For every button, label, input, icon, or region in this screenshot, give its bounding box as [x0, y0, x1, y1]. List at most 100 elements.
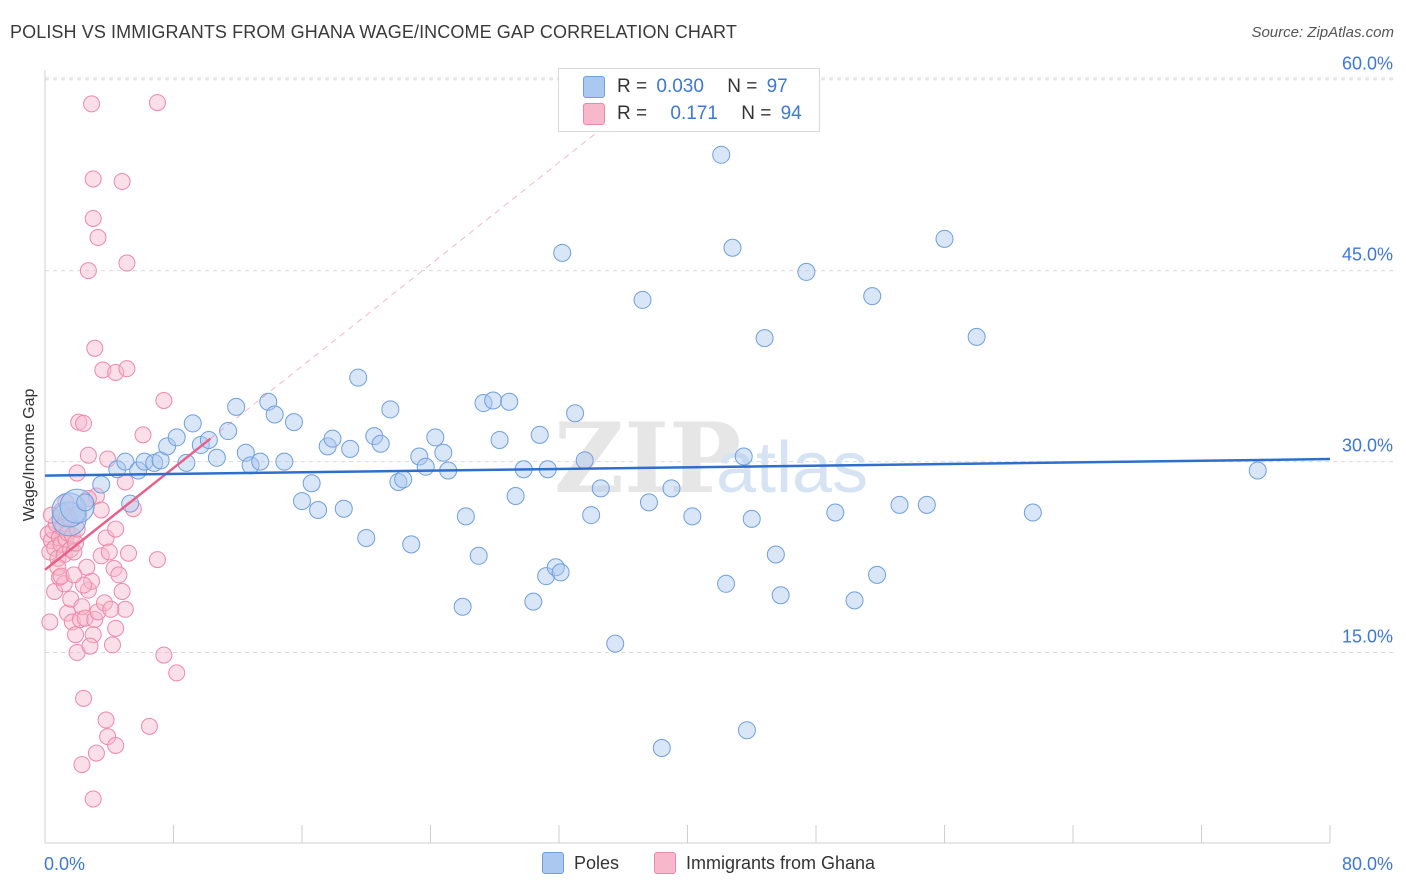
poles-legend-swatch	[542, 852, 564, 874]
poles-point	[1248, 461, 1267, 480]
y-tick-label: 15.0%	[1342, 627, 1393, 647]
legend-item-ghana[interactable]: Immigrants from Ghana	[654, 852, 875, 874]
ghana-trend-extension	[210, 132, 597, 440]
poles-point	[416, 457, 435, 476]
ghana-point	[89, 229, 107, 247]
poles-point	[365, 427, 384, 446]
ghana-point	[97, 529, 115, 547]
ghana-point	[92, 547, 110, 565]
poles-point	[723, 238, 742, 257]
ghana-point	[94, 361, 112, 379]
ghana-point	[79, 262, 97, 280]
ghana-point	[79, 446, 97, 464]
poles-point	[797, 262, 816, 281]
ghana-point	[84, 170, 102, 188]
ghana-point	[95, 594, 113, 612]
ghana-point	[118, 254, 136, 272]
poles-point	[275, 452, 294, 471]
ghana-point	[41, 613, 59, 631]
watermark: ZIP atlas	[554, 402, 868, 515]
poles-point	[766, 545, 785, 564]
ghana-swatch	[583, 103, 605, 125]
poles-point	[890, 495, 909, 514]
ghana-point	[79, 581, 97, 599]
poles-point	[265, 405, 284, 424]
poles-point	[662, 479, 681, 498]
poles-point	[453, 597, 472, 616]
ghana-point	[84, 626, 102, 644]
ghana-r-label: R =	[617, 103, 648, 124]
poles-r-value: 0.030	[656, 76, 704, 97]
poles-point	[575, 451, 594, 470]
poles-point	[771, 586, 790, 605]
poles-point	[434, 443, 453, 462]
poles-point	[845, 591, 864, 610]
poles-legend-label: Poles	[574, 852, 620, 873]
y-tick-label: 60.0%	[1342, 54, 1393, 74]
ghana-point	[68, 464, 86, 482]
correlation-legend: R = 0.030 N = 97 R = 0.171 N = 94	[558, 68, 820, 132]
ghana-point	[107, 363, 125, 381]
poles-point	[591, 479, 610, 498]
ghana-point	[113, 173, 131, 191]
poles-point	[410, 447, 429, 466]
ghana-point	[73, 598, 91, 616]
axes	[44, 70, 1331, 844]
ghana-point	[89, 603, 107, 621]
ghana-r-value: 0.171	[670, 103, 718, 124]
ghana-point	[83, 95, 101, 113]
poles-point	[717, 574, 736, 593]
ghana-point	[168, 664, 186, 682]
poles-point	[524, 592, 543, 611]
ghana-point	[78, 558, 96, 576]
poles-point	[426, 428, 445, 447]
ghana-point	[118, 360, 136, 378]
poles-point	[219, 422, 238, 441]
poles-point	[553, 243, 572, 262]
ghana-legend-swatch	[654, 852, 676, 874]
poles-point	[582, 506, 601, 525]
poles-point	[207, 448, 226, 467]
poles-point	[530, 425, 549, 444]
poles-points	[51, 145, 1267, 758]
trend-lines	[44, 132, 1331, 571]
poles-point	[546, 558, 565, 577]
ghana-point	[75, 689, 93, 707]
ghana-point	[92, 501, 110, 519]
ghana-point	[155, 646, 173, 664]
poles-point	[500, 392, 519, 411]
ghana-point	[52, 567, 70, 585]
ghana-point	[148, 551, 166, 569]
poles-point	[177, 453, 196, 472]
poles-point	[490, 430, 509, 449]
poles-point	[357, 528, 376, 547]
legend-item-poles[interactable]: Poles	[542, 852, 619, 874]
poles-n-value: 97	[766, 76, 788, 97]
poles-point	[135, 452, 154, 471]
ghana-legend-label: Immigrants from Ghana	[686, 852, 876, 873]
ghana-point	[81, 637, 99, 655]
poles-point	[341, 439, 360, 458]
ghana-point	[87, 744, 105, 762]
poles-point	[484, 391, 503, 410]
x-tick-label-min: 0.0%	[44, 854, 85, 874]
poles-point	[917, 495, 936, 514]
chart-title: POLISH VS IMMIGRANTS FROM GHANA WAGE/INC…	[10, 22, 737, 42]
poles-swatch	[583, 76, 605, 98]
ghana-point	[103, 636, 121, 654]
poles-point	[606, 634, 625, 653]
y-tick-label: 30.0%	[1342, 436, 1393, 456]
poles-r-label: R =	[617, 76, 648, 97]
poles-point	[863, 287, 882, 306]
ghana-point	[148, 94, 166, 112]
ghana-trend-line	[44, 437, 212, 571]
legend-poles-text: R = 0.030 N = 97	[617, 76, 788, 98]
poles-point	[456, 507, 475, 526]
ghana-point	[73, 756, 91, 774]
poles-point	[826, 503, 845, 522]
poles-point	[683, 507, 702, 526]
ghana-point	[134, 426, 152, 444]
ghana-point	[107, 619, 125, 637]
poles-point	[284, 413, 303, 432]
